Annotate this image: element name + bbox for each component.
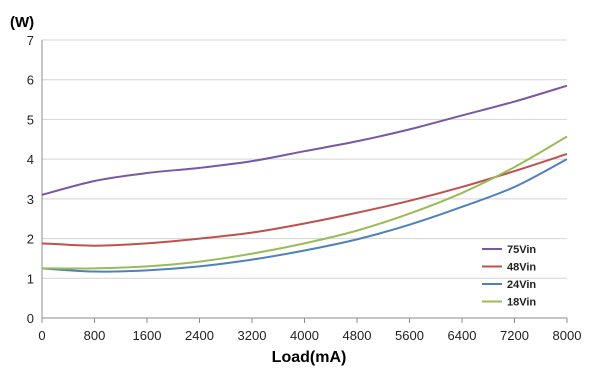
legend: 75Vin 48Vin 24Vin 18Vin [482,244,536,309]
legend-item-24vin: 24Vin [482,279,536,291]
x-tick-label: 8000 [553,328,582,343]
series-line-24vin [41,158,568,273]
y-tick-label: 6 [27,73,34,88]
x-tick-label: 7200 [500,328,529,343]
x-tick-label: 0 [38,328,45,343]
y-tick-label: 7 [27,33,34,48]
gridlines [41,39,567,319]
x-tick-label: 6400 [448,328,477,343]
x-axis-ticks: 0 800 1600 2400 3200 4000 4800 5600 6400 7200 8000 [38,318,581,343]
y-tick-label: 0 [27,311,34,326]
y-axis-ticks: 0 1 2 3 4 5 6 7 [27,33,34,326]
y-tick-label: 2 [27,232,34,247]
series-line-48vin [41,153,568,247]
y-tick-label: 5 [27,112,34,127]
legend-label: 48Vin [507,262,536,274]
x-tick-label: 4800 [343,328,372,343]
y-tick-label: 4 [27,152,34,167]
legend-label: 75Vin [507,244,536,256]
y-axis-unit-label: (W) [10,14,34,31]
x-axis-label: Load(mA) [272,349,347,366]
legend-item-48vin: 48Vin [482,262,536,274]
x-tick-label: 4000 [290,328,319,343]
x-tick-label: 1600 [133,328,162,343]
x-tick-label: 800 [84,328,106,343]
x-tick-label: 2400 [185,328,214,343]
y-tick-label: 1 [27,271,34,286]
series-lines [41,84,568,273]
series-line-18vin [41,135,568,270]
y-tick-label: 3 [27,192,34,207]
legend-label: 18Vin [507,297,536,309]
series-line-75vin [41,84,568,196]
legend-item-75vin: 75Vin [482,244,536,256]
legend-label: 24Vin [507,279,536,291]
x-tick-label: 3200 [238,328,267,343]
x-tick-label: 5600 [395,328,424,343]
legend-item-18vin: 18Vin [482,297,536,309]
